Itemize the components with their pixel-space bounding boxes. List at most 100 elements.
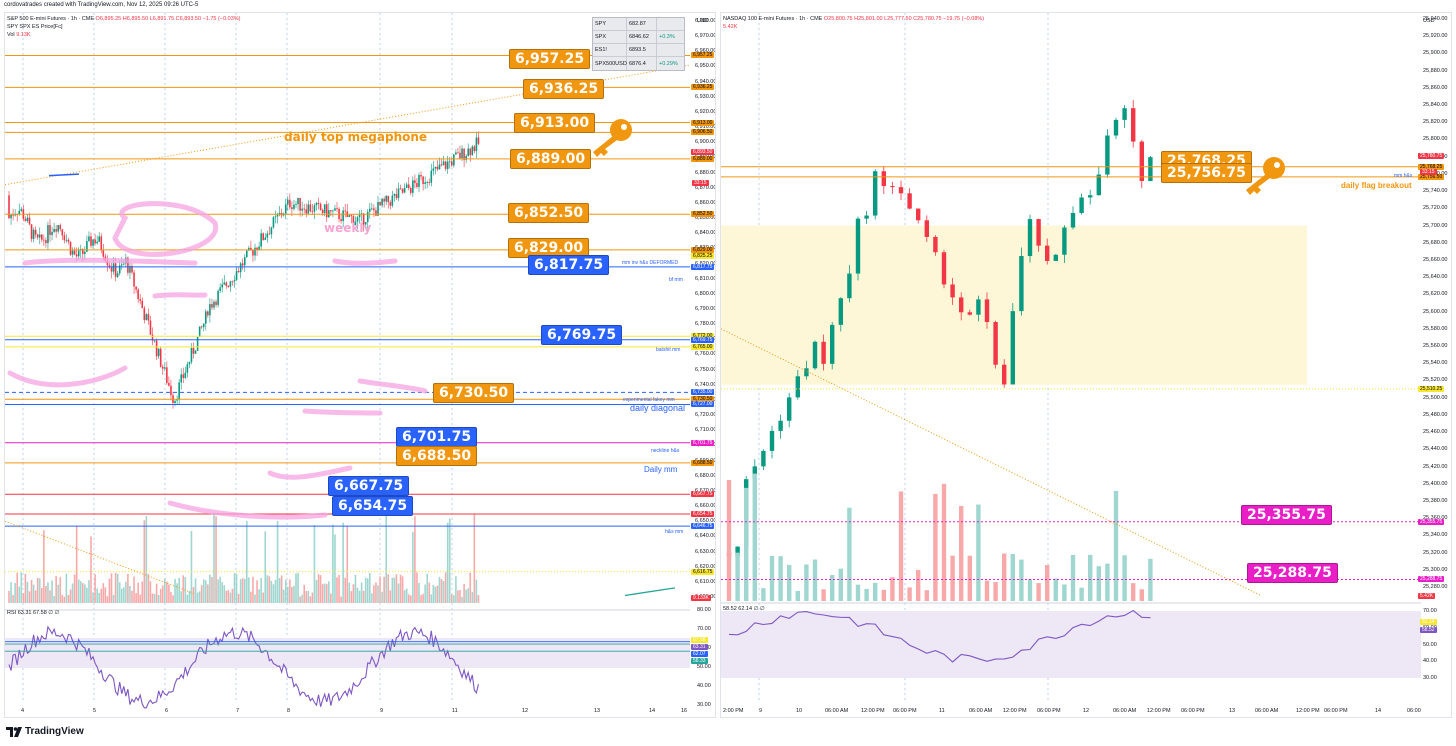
price-callout[interactable]: 6,957.25 bbox=[509, 49, 591, 69]
volume-bar bbox=[248, 577, 250, 603]
candle-body bbox=[307, 204, 310, 214]
price-tag: 6,936.25 bbox=[691, 84, 715, 91]
volume-bar bbox=[1096, 566, 1101, 601]
watchlist-row[interactable]: SPX 6846.62 +0.3% bbox=[593, 31, 684, 44]
price-tick: 25,420.00 bbox=[1423, 463, 1448, 470]
price-tick: 6,710.00 bbox=[695, 427, 716, 434]
candle-body bbox=[10, 214, 12, 219]
candle-body bbox=[401, 188, 404, 193]
right-chart-canvas[interactable] bbox=[721, 13, 1452, 718]
volume-bar bbox=[73, 574, 76, 603]
candle-body bbox=[299, 197, 301, 211]
candle-body bbox=[26, 217, 29, 222]
price-callout[interactable]: 25,756.75 bbox=[1161, 163, 1252, 183]
candle-body bbox=[397, 188, 400, 199]
candle-body bbox=[821, 341, 826, 364]
candle-body bbox=[1088, 195, 1093, 198]
price-callout[interactable]: 6,730.50 bbox=[433, 383, 515, 403]
price-callout[interactable]: 6,654.75 bbox=[332, 496, 414, 516]
candle-body bbox=[149, 320, 152, 335]
price-tick: 25,480.00 bbox=[1423, 411, 1448, 418]
watchlist-row[interactable]: ES1! 6893.5 bbox=[593, 44, 684, 57]
price-tick: 25,400.00 bbox=[1423, 480, 1448, 487]
watchlist-table[interactable]: SPY 682.87 SPX 6846.62 +0.3% ES1! 6893.5 SPX… bbox=[592, 17, 685, 71]
price-callout[interactable]: 6,701.75 bbox=[396, 427, 478, 447]
price-callout[interactable]: 6,913.00 bbox=[514, 113, 596, 133]
volume-bar bbox=[467, 588, 469, 603]
volume-bar bbox=[448, 518, 451, 603]
candle-body bbox=[377, 202, 379, 216]
candle-body bbox=[787, 397, 792, 421]
tradingview-logo[interactable]: TradingView bbox=[6, 726, 84, 737]
price-tag: 25,355.75 bbox=[1418, 518, 1445, 525]
volume-bar bbox=[371, 593, 373, 603]
candle-body bbox=[141, 300, 144, 309]
candle-body bbox=[135, 286, 137, 290]
candle-body bbox=[90, 236, 92, 246]
volume-bar bbox=[227, 590, 230, 603]
price-tick: 6,840.00 bbox=[695, 230, 716, 237]
volume-bar bbox=[69, 589, 72, 603]
candle-body bbox=[8, 195, 10, 219]
volume-bar bbox=[20, 572, 23, 603]
candle-body bbox=[192, 347, 195, 354]
volume-bar bbox=[387, 574, 390, 603]
candle-body bbox=[366, 211, 369, 223]
volume-bar bbox=[1139, 589, 1144, 601]
volume-bar bbox=[735, 552, 740, 601]
price-tag: 25,768.25 bbox=[1418, 163, 1445, 170]
price-tick: 6,640.00 bbox=[695, 533, 716, 540]
rsi-line bbox=[8, 625, 479, 709]
volume-bar bbox=[984, 580, 990, 601]
volume-bar bbox=[787, 564, 792, 601]
candle-body bbox=[348, 215, 351, 217]
volume-bar bbox=[14, 582, 16, 603]
price-callout[interactable]: 25,288.75 bbox=[1247, 563, 1338, 583]
price-tick: 25,460.00 bbox=[1423, 429, 1448, 436]
volume-bar bbox=[280, 575, 283, 603]
volume-bar bbox=[465, 589, 467, 603]
price-tag: 6,735.00 bbox=[691, 389, 715, 396]
volume-bar bbox=[410, 595, 412, 603]
trendline bbox=[721, 328, 1262, 597]
right-chart-panel[interactable]: NASDAQ 100 E-mini Futures · 1h · CME O25… bbox=[720, 12, 1452, 718]
rsi-tick: 30.00 bbox=[697, 702, 711, 708]
candle-body bbox=[256, 247, 258, 250]
volume-bar bbox=[63, 596, 66, 603]
price-tag: 6,852.50 bbox=[691, 211, 715, 218]
candle-body bbox=[143, 308, 146, 321]
volume-bar bbox=[159, 588, 162, 603]
volume-bar bbox=[221, 582, 223, 603]
volume-bar bbox=[170, 591, 172, 603]
time-tick: 12:00 PM bbox=[1003, 708, 1027, 714]
price-tag: 25,756.50 bbox=[1418, 173, 1445, 180]
price-callout[interactable]: 6,688.50 bbox=[396, 446, 478, 466]
volume-bar bbox=[1131, 583, 1136, 601]
volume-bar bbox=[1113, 490, 1119, 601]
left-chart-panel[interactable]: S&P 500 E-mini Futures · 1h · CME O6,895… bbox=[4, 12, 716, 718]
price-callout[interactable]: 25,355.75 bbox=[1241, 505, 1332, 525]
candle-body bbox=[967, 312, 972, 315]
candle-body bbox=[157, 348, 160, 357]
volume-bar bbox=[744, 487, 749, 601]
watchlist-row[interactable]: SPY 682.87 bbox=[593, 18, 684, 31]
candle-body bbox=[114, 263, 117, 277]
candle-body bbox=[420, 175, 422, 177]
candle-body bbox=[1002, 364, 1007, 385]
volume-bar bbox=[325, 584, 328, 603]
price-callout[interactable]: 6,769.75 bbox=[541, 325, 623, 345]
watchlist-row[interactable]: SPX500USD 6876.4 +0.29% bbox=[593, 57, 684, 70]
candle-body bbox=[219, 287, 221, 291]
volume-bar bbox=[1070, 555, 1076, 601]
price-callout[interactable]: 6,852.50 bbox=[508, 203, 590, 223]
candle-body bbox=[65, 239, 68, 241]
volume-bar bbox=[1002, 553, 1007, 601]
price-callout[interactable]: 6,889.00 bbox=[510, 149, 592, 169]
volume-bar bbox=[383, 576, 385, 603]
price-callout[interactable]: 6,667.75 bbox=[328, 476, 410, 496]
volume-bar bbox=[213, 513, 215, 603]
price-callout[interactable]: 6,817.75 bbox=[528, 255, 610, 275]
price-callout[interactable]: 6,936.25 bbox=[523, 79, 605, 99]
candle-body bbox=[241, 263, 244, 266]
volume-bar bbox=[250, 591, 252, 603]
